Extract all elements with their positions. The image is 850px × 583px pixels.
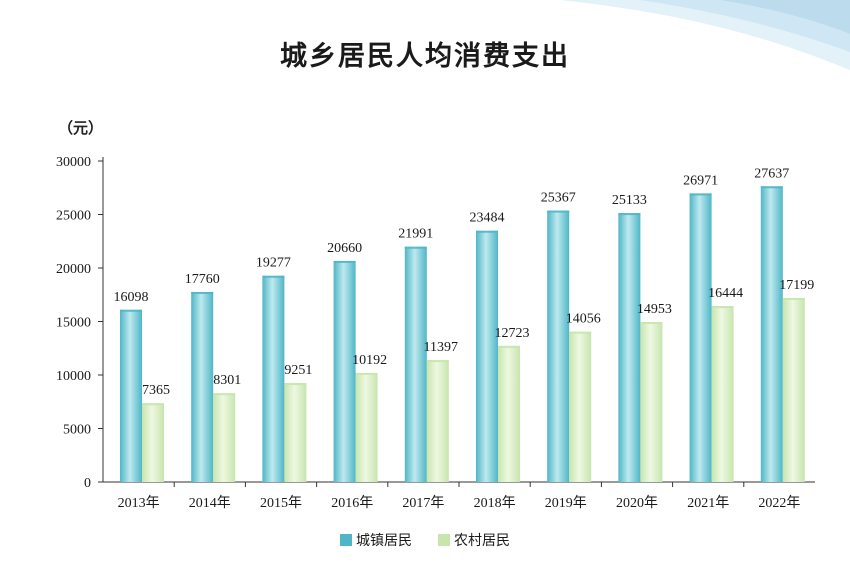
data-label-rural: 12723 — [495, 326, 530, 341]
bar-top-urban — [262, 275, 285, 278]
y-tick-label: 0 — [84, 476, 91, 491]
bar-top-urban — [618, 213, 641, 216]
bar-top-urban — [547, 210, 570, 213]
bar-rural — [711, 306, 734, 482]
data-label-rural: 9251 — [284, 363, 312, 378]
data-label-rural: 11397 — [424, 340, 458, 355]
bar-urban — [333, 260, 356, 482]
x-tick-label: 2019年 — [545, 495, 587, 511]
legend-swatch-rural — [438, 534, 450, 546]
bar-top-urban — [689, 193, 712, 196]
bar-urban — [120, 309, 142, 482]
bar-rural — [782, 297, 805, 482]
bar-top-rural — [711, 306, 734, 309]
bar-urban — [262, 275, 285, 482]
bar-rural — [355, 372, 378, 482]
legend-swatch-urban — [340, 534, 352, 546]
x-tick-label: 2017年 — [402, 495, 444, 511]
bar-top-rural — [569, 331, 592, 334]
y-tick-label: 10000 — [56, 369, 91, 384]
x-tick-label: 2018年 — [474, 495, 516, 511]
x-tick-label: 2021年 — [687, 495, 729, 511]
y-tick-label: 30000 — [56, 155, 91, 170]
bar-top-rural — [498, 345, 520, 348]
y-tick-label: 25000 — [56, 209, 91, 224]
y-tick-label: 15000 — [56, 316, 91, 331]
bar-rural — [213, 393, 236, 482]
bar-top-rural — [782, 297, 805, 300]
data-label-rural: 14953 — [637, 302, 672, 317]
data-label-rural: 10192 — [352, 353, 387, 368]
data-label-urban: 25367 — [541, 191, 576, 206]
x-tick-label: 2014年 — [189, 495, 231, 511]
data-label-urban: 20660 — [327, 241, 362, 256]
bar-top-urban — [120, 309, 142, 312]
bar-urban — [191, 291, 214, 482]
bar-top-urban — [333, 260, 356, 263]
data-label-urban: 27637 — [754, 166, 789, 181]
legend-label-rural: 农村居民 — [454, 533, 510, 549]
y-tick-label: 5000 — [63, 423, 91, 438]
bar-urban — [760, 186, 783, 482]
data-label-rural: 8301 — [213, 373, 241, 388]
data-label-rural: 17199 — [779, 278, 814, 293]
data-label-urban: 26971 — [683, 173, 718, 188]
chart-title: 城乡居民人均消费支出 — [280, 41, 570, 72]
bar-top-rural — [355, 372, 378, 375]
bar-rural — [426, 360, 449, 482]
x-tick-label: 2020年 — [616, 495, 658, 511]
data-label-rural: 7365 — [142, 383, 170, 398]
bar-top-rural — [213, 393, 236, 396]
bar-rural — [284, 383, 307, 482]
bar-top-rural — [284, 383, 307, 386]
legend-label-urban: 城镇居民 — [356, 533, 412, 549]
data-label-urban: 23484 — [470, 211, 505, 226]
bars — [120, 186, 805, 483]
legend: 城镇居民 农村居民 — [0, 530, 850, 550]
bar-top-rural — [426, 360, 449, 363]
bar-urban — [618, 213, 641, 482]
bar-top-urban — [476, 230, 498, 233]
x-tick-label: 2022年 — [758, 495, 800, 511]
bar-urban — [404, 246, 427, 482]
legend-item-urban: 城镇居民 — [340, 530, 412, 550]
x-tick-label: 2016年 — [331, 495, 373, 511]
x-tick-label: 2013年 — [118, 495, 160, 511]
data-label-urban: 17760 — [185, 272, 220, 287]
y-axis-unit-label: （元） — [58, 119, 104, 137]
x-tick-label: 2015年 — [260, 495, 302, 511]
y-tick-label: 20000 — [56, 262, 91, 277]
bar-top-rural — [142, 403, 164, 406]
labels: 2013年 16098 7365 2014年 17760 8301 2015年 19277 92… — [114, 166, 815, 511]
bar-top-urban — [191, 291, 214, 294]
bar-rural — [142, 403, 164, 482]
bar-urban — [476, 230, 498, 482]
bar-top-urban — [760, 186, 783, 189]
bar-rural — [569, 331, 592, 482]
data-label-urban: 16098 — [114, 290, 149, 305]
data-label-urban: 21991 — [398, 227, 433, 242]
bar-top-urban — [404, 246, 427, 249]
data-label-urban: 25133 — [612, 193, 647, 208]
bar-urban — [689, 193, 712, 483]
data-label-urban: 19277 — [256, 256, 291, 271]
data-label-rural: 14056 — [566, 312, 601, 327]
axes: 0 5000 10000 15000 20000 25000 30000 — [56, 155, 815, 491]
bar-urban — [547, 210, 570, 482]
legend-item-rural: 农村居民 — [438, 530, 510, 550]
bar-top-rural — [640, 322, 663, 325]
bar-rural — [640, 322, 663, 482]
data-label-rural: 16444 — [708, 286, 743, 301]
bar-rural — [498, 345, 520, 482]
